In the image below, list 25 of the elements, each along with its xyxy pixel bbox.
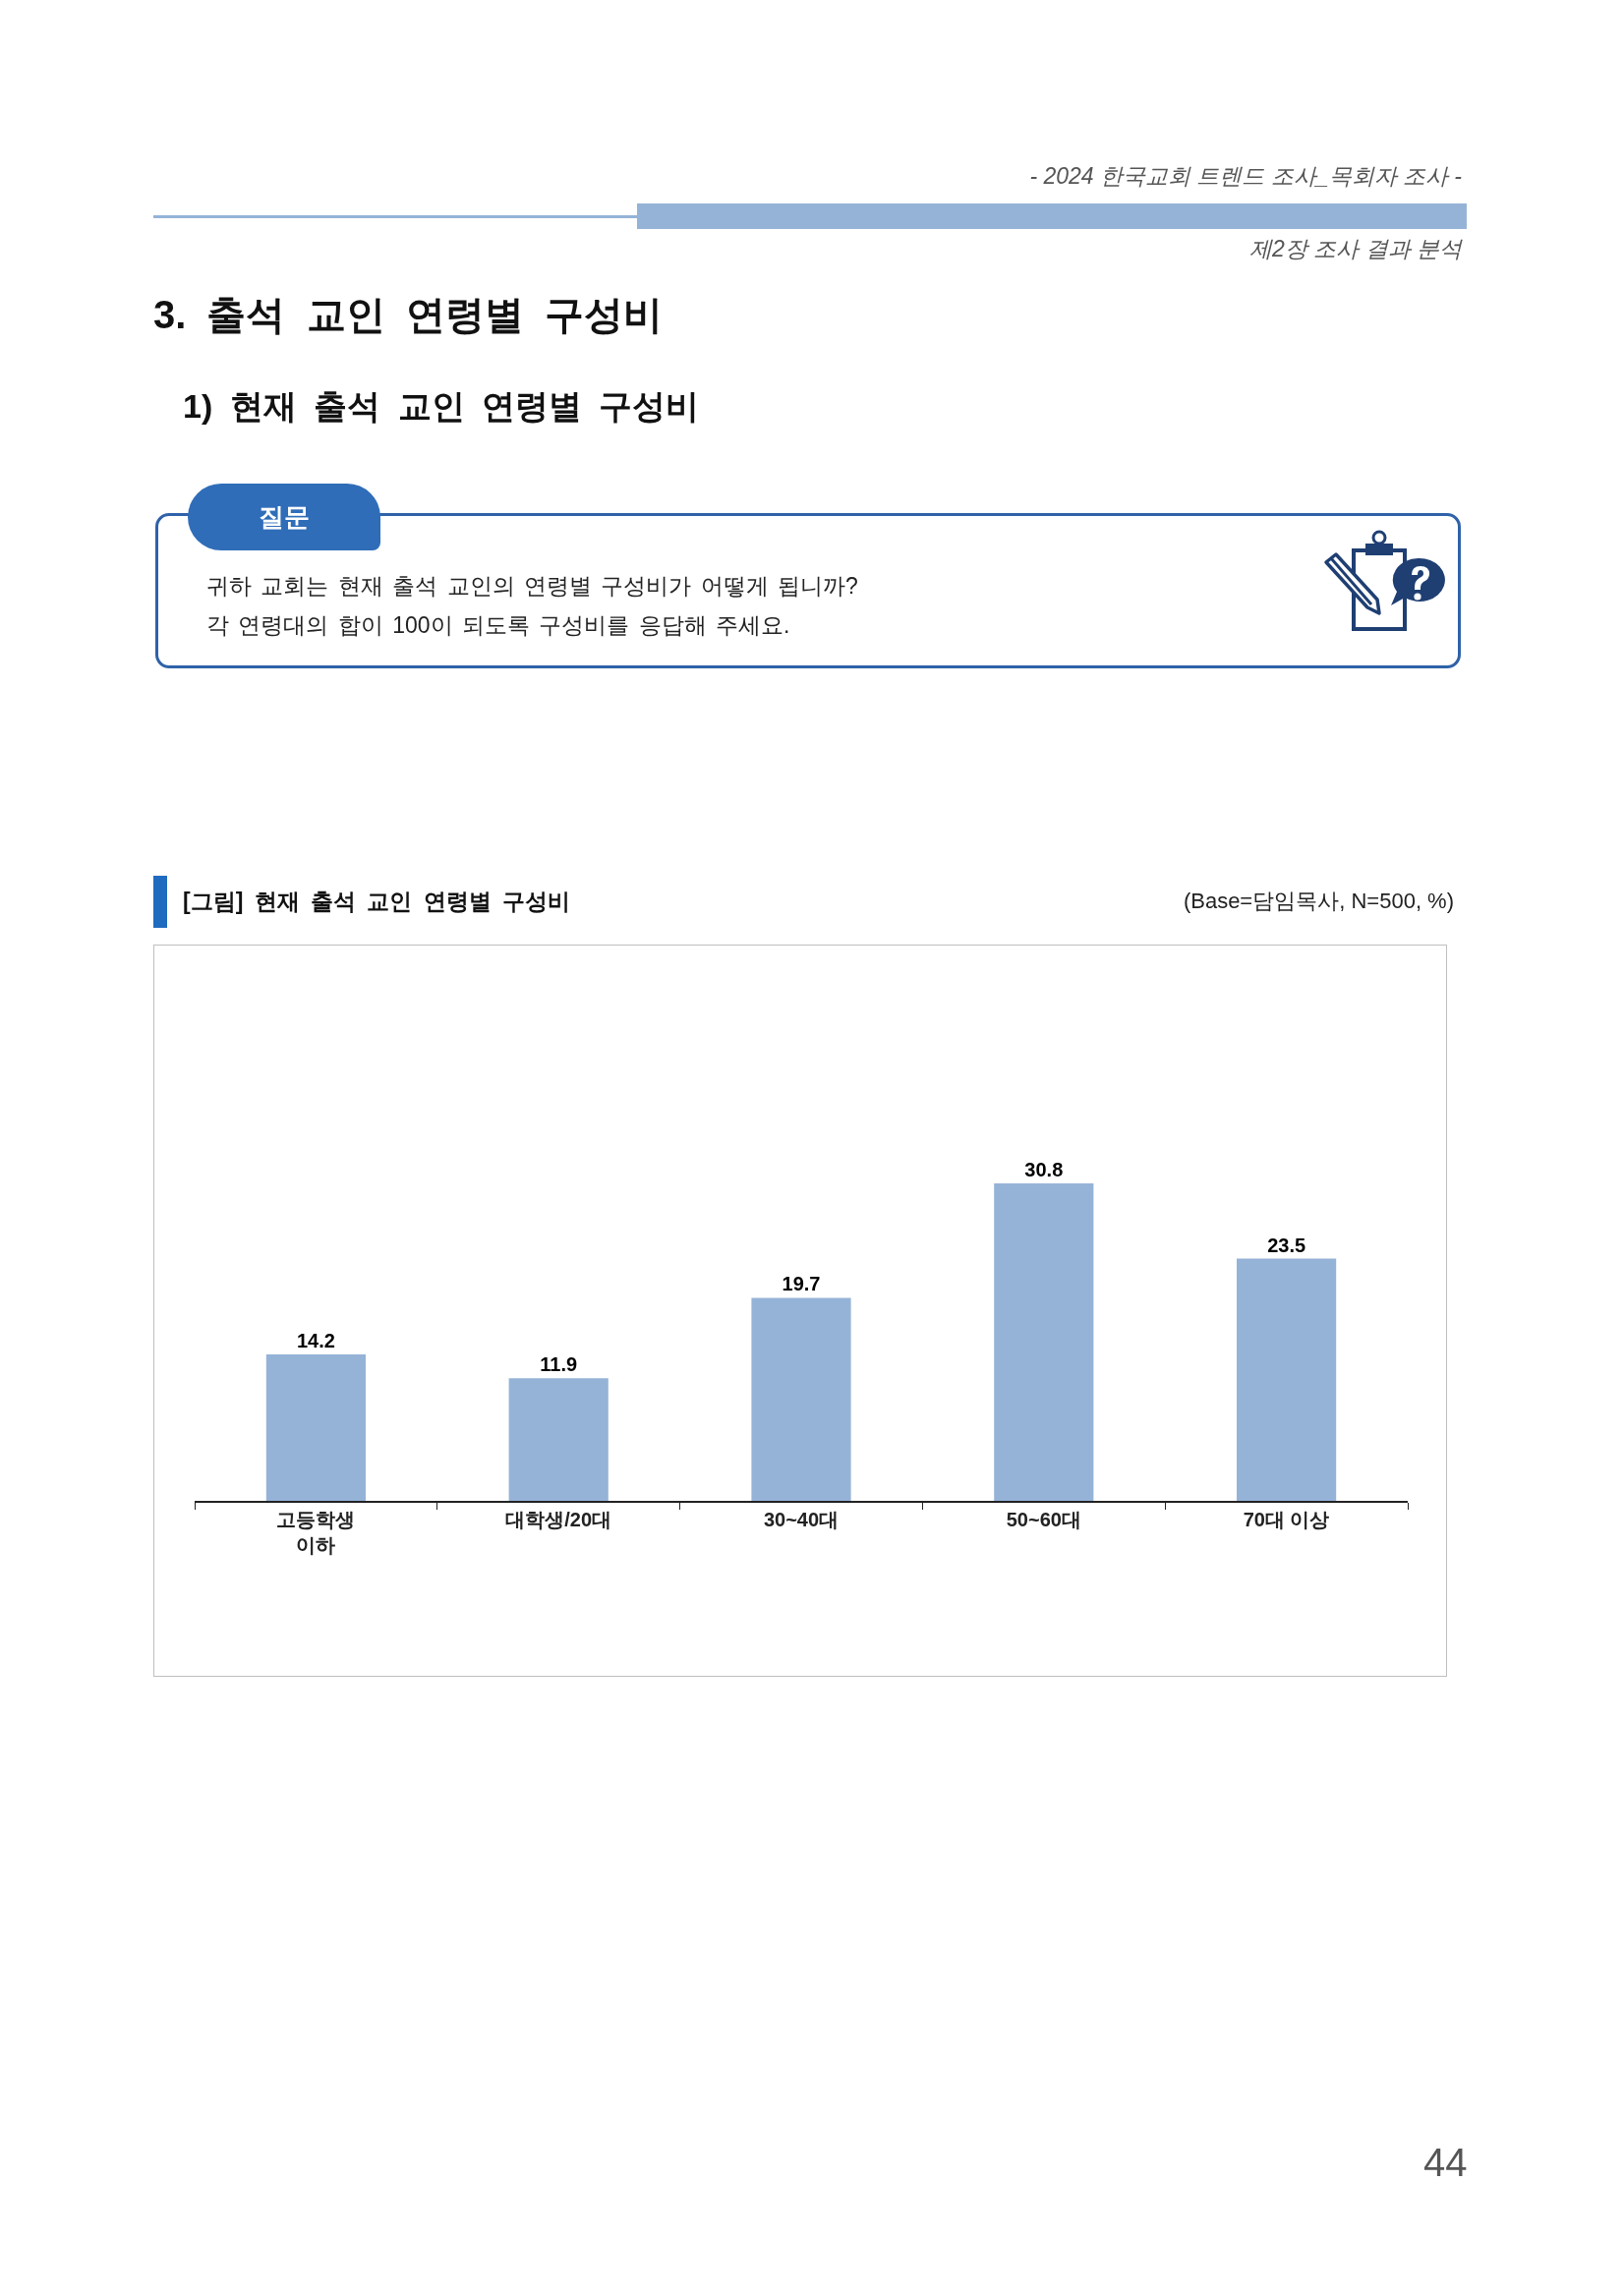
data-label: 30.8 [1024,1159,1064,1180]
data-label: 14.2 [296,1330,335,1352]
x-tick-label: 30~40대 [763,1508,840,1530]
text: 제2장 조사 결과 분석 [1249,236,1462,263]
chart-subtitle: (Base=담임목사, N=500, %) [1183,889,1454,915]
chart-title: [그림] 현재 출석 교인 연령별 구성비 [183,889,571,916]
text: 1) 현재 출석 교인 연령별 구성비 [183,386,700,427]
x-tick-label: 고등학생 이하 [276,1508,356,1556]
bar [265,1354,366,1501]
bar [508,1378,609,1501]
bar [751,1297,851,1501]
x-tick-label: 50~60대 [1006,1508,1081,1530]
data-label: 11.9 [540,1353,578,1376]
bar [994,1183,1094,1501]
bar [1237,1258,1337,1501]
text: - 2024 한국교회 트렌드 조사_목회자 조사 - [1029,163,1462,191]
question-tab: 질문 [188,484,380,550]
x-tick-label: 대학생/20대 [505,1508,612,1530]
data-label: 19.7 [782,1273,821,1295]
x-tick-label: 70대 이상 [1243,1508,1330,1530]
text: 44 [1423,2140,1468,2186]
text: 각 연령대의 합이 100이 되도록 구성비를 응답해 주세요. [206,612,790,640]
text: 귀하 교회는 현재 출석 교인의 연령별 구성비가 어떻게 됩니까? [206,573,858,601]
text: 3. 출석 교인 연령별 구성비 [153,292,663,338]
data-label: 23.5 [1267,1234,1306,1256]
